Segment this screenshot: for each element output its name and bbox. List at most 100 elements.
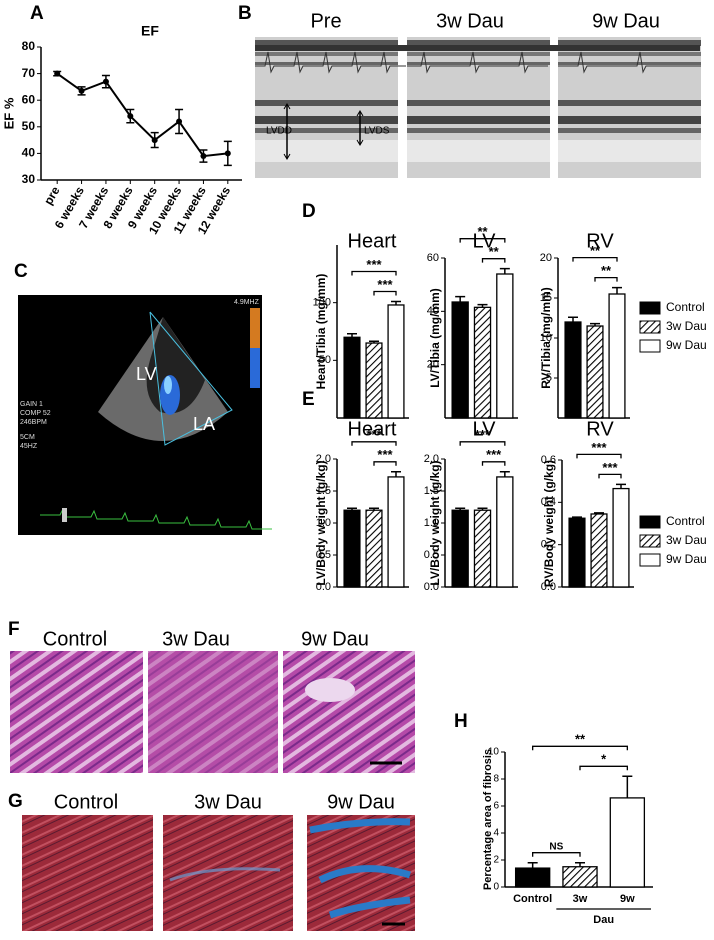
y-tick-label: 5 [546, 372, 552, 384]
significance-bracket [459, 441, 506, 446]
y-tick-label: 6 [493, 801, 499, 812]
y-tick-label: 0.2 [541, 539, 556, 551]
point [224, 150, 231, 157]
y-tick-label: 0.6 [541, 454, 556, 466]
legend-label: 9w Dau [666, 552, 707, 566]
annotation: LVDD [266, 126, 292, 137]
bar [612, 487, 630, 588]
significance-label: *** [475, 427, 491, 442]
error-bar [455, 295, 466, 302]
x-tick-label: 3w [573, 893, 588, 905]
point [127, 113, 134, 120]
y-axis-label: RV/Body weight (g/kg) [542, 460, 556, 587]
significance-bracket [532, 745, 628, 751]
y-tick-label: 0.0 [316, 581, 331, 593]
bar [496, 476, 514, 588]
error-bar [477, 303, 488, 308]
error-bar [616, 483, 626, 489]
image-title: 3w Dau [194, 791, 262, 813]
x-tick-label: Control [513, 893, 552, 905]
legend-label: Control [666, 300, 705, 314]
point [54, 70, 61, 77]
y-tick-label: 2.0 [316, 453, 331, 465]
error-bar [590, 322, 600, 326]
image-label: LA [193, 414, 215, 434]
y-tick-label: 40 [22, 146, 36, 160]
y-axis-label: Percentage area of fibrosis [482, 749, 494, 890]
bar [564, 321, 582, 419]
y-tick-label: 0.4 [541, 496, 556, 508]
y-tick-label: 2 [493, 855, 499, 866]
y-tick-label: 0.0 [424, 581, 439, 593]
significance-label: *** [486, 447, 502, 462]
image-title: 3w Dau [162, 628, 230, 650]
significance-bracket [373, 461, 397, 466]
machine-text: 246BPM [20, 419, 47, 426]
bar [473, 509, 492, 588]
legend-label: 3w Dau [666, 319, 707, 333]
bar [514, 867, 551, 888]
echo-image [18, 295, 272, 535]
y-tick-label: 0.0 [541, 581, 556, 593]
image-title: Control [43, 628, 107, 650]
machine-text: 4.9MHZ [234, 299, 260, 306]
image-title: 9w Dau [592, 10, 660, 32]
image-title: 3w Dau [436, 10, 504, 32]
chart-title: RV [586, 418, 614, 440]
panel-label: H [454, 711, 468, 732]
y-tick-label: 1.0 [316, 517, 331, 529]
chart-title: EF [141, 23, 159, 39]
error-bar [575, 861, 585, 867]
bar [387, 476, 405, 588]
line [56, 72, 228, 158]
error-bar [347, 507, 357, 511]
point [200, 153, 207, 160]
error-bar [499, 471, 510, 477]
bar [473, 306, 492, 419]
significance-bracket [351, 441, 397, 446]
point [151, 137, 158, 144]
significance-bracket [481, 258, 506, 263]
significance-label: ** [601, 263, 612, 278]
significance-label: *** [377, 277, 393, 292]
significance-bracket [594, 276, 618, 282]
image-title: 9w Dau [301, 628, 369, 650]
panel-label: A [30, 3, 44, 24]
bar [387, 304, 405, 419]
chart-title: LV [473, 230, 497, 252]
y-axis-label: EF % [1, 97, 16, 129]
chart-title: LV [473, 418, 497, 440]
bar [343, 336, 361, 419]
y-tick-label: 0.5 [316, 549, 331, 561]
significance-label: NS [549, 841, 563, 852]
echo-mmode [255, 37, 701, 178]
significance-label: *** [377, 447, 393, 462]
y-tick-label: 80 [22, 39, 36, 53]
y-tick-label: 20 [540, 252, 552, 264]
bar [496, 273, 514, 419]
legend-swatch [639, 534, 661, 548]
machine-text: 5CM [20, 434, 35, 441]
image-title: Control [54, 791, 118, 813]
y-tick-label: 20 [427, 359, 439, 371]
x-tick-label: 9w [620, 893, 635, 905]
point [78, 87, 85, 94]
bar [568, 517, 586, 588]
bar [562, 866, 598, 888]
bar [609, 797, 646, 888]
bar [365, 342, 383, 419]
y-axis-label: RV/Tibia (mg/mm) [539, 287, 553, 389]
y-tick-label: 40 [427, 305, 439, 317]
legend-label: 9w Dau [666, 338, 707, 352]
y-tick-label: 50 [319, 354, 331, 366]
significance-bracket [532, 852, 581, 857]
significance-label: ** [575, 732, 586, 747]
bar [343, 509, 361, 588]
y-tick-label: 0.5 [424, 549, 439, 561]
significance-bracket [373, 290, 397, 296]
bar [608, 293, 626, 419]
image-title: Pre [310, 10, 341, 32]
y-tick-label: 0 [493, 882, 499, 893]
image-label: LV [136, 364, 157, 384]
